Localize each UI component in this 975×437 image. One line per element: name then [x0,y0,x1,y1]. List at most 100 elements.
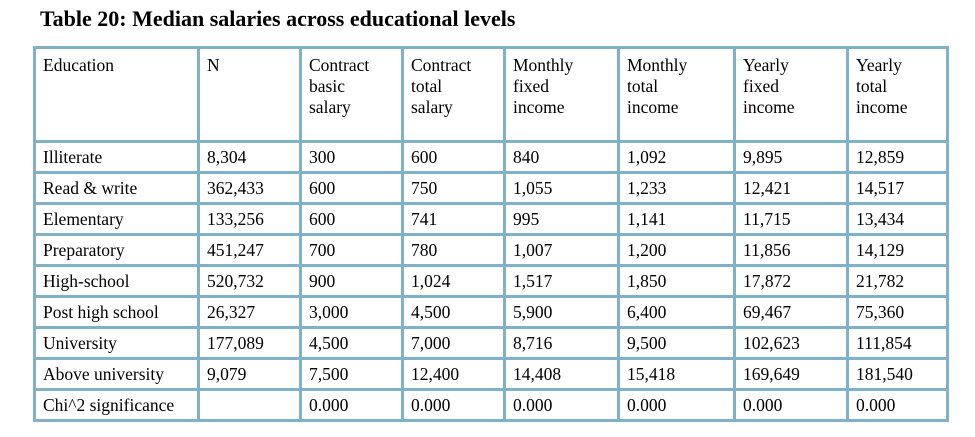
column-header: Yearly fixed income [733,46,849,143]
table-cell: 7,500 [299,357,404,391]
table-cell: 0.000 [846,388,949,422]
cell-text: 111,854 [856,333,912,353]
cell-text: 600 [309,178,336,198]
table-cell: 21,782 [846,264,949,298]
cell-text: 169,649 [743,364,800,384]
table-cell: 169,649 [733,357,849,391]
column-header: Contract basic salary [299,46,404,143]
row-label-cell: Chi^2 significance [33,388,200,422]
table-cell: 840 [503,140,620,174]
table-row: High-school 520,732 900 1,024 1,517 1,850 17,8… [33,264,949,298]
table-cell: 11,715 [733,202,849,236]
cell-text: 8,304 [207,147,247,167]
table-cell: 8,304 [197,140,302,174]
cell-text: 840 [513,147,540,167]
column-header-line: total [856,76,888,96]
cell-text: 780 [411,240,438,260]
cell-text: 21,782 [856,271,905,291]
cell-text: 14,517 [856,178,905,198]
table-cell: 0.000 [503,388,620,422]
column-header-line: salary [309,97,351,117]
cell-text: 13,434 [856,209,905,229]
column-header-line: Contract [309,55,370,75]
cell-text: 1,233 [627,178,667,198]
table-cell: 1,850 [617,264,736,298]
table-cell: 177,089 [197,326,302,360]
table-cell: 451,247 [197,233,302,267]
row-label-cell: Read & write [33,171,200,205]
table-cell: 7,000 [401,326,506,360]
table-cell: 780 [401,233,506,267]
cell-text: High-school [43,271,130,291]
table-cell: 0.000 [617,388,736,422]
cell-text: 8,716 [513,333,553,353]
table-cell: 0.000 [401,388,506,422]
table-cell: 1,024 [401,264,506,298]
column-header: Yearly total income [846,46,949,143]
table-cell: 12,400 [401,357,506,391]
table-cell: 750 [401,171,506,205]
cell-text: 520,732 [207,271,264,291]
cell-text: 0.000 [309,395,349,415]
cell-text: 12,859 [856,147,905,167]
table-cell: 520,732 [197,264,302,298]
table-cell: 1,141 [617,202,736,236]
table-cell: 700 [299,233,404,267]
table-cell: 12,859 [846,140,949,174]
cell-text: 750 [411,178,438,198]
table-cell: 102,623 [733,326,849,360]
table-cell: 4,500 [299,326,404,360]
cell-text: 7,000 [411,333,451,353]
cell-text: 69,467 [743,302,792,322]
cell-text: 1,200 [627,240,667,260]
table-cell [197,388,302,422]
table-cell: 75,360 [846,295,949,329]
cell-text: 75,360 [856,302,905,322]
column-header-line: income [627,97,679,117]
column-header-line: income [513,97,565,117]
table-row: Above university 9,079 7,500 12,400 14,408 15… [33,357,949,391]
cell-text: Preparatory [43,240,125,260]
table-row: Elementary 133,256 600 741 995 1,141 11,715 13,… [33,202,949,236]
cell-text: 0.000 [513,395,553,415]
table-cell: 181,540 [846,357,949,391]
table-row: Chi^2 significance 0.000 0.000 0.000 0.000 0.… [33,388,949,422]
table-cell: 600 [299,202,404,236]
cell-text: 7,500 [309,364,349,384]
cell-text: University [43,333,117,353]
cell-text: 14,129 [856,240,905,260]
row-label-cell: University [33,326,200,360]
row-label-cell: Post high school [33,295,200,329]
table-cell: 3,000 [299,295,404,329]
cell-text: 17,872 [743,271,792,291]
cell-text [200,391,299,395]
cell-text: 11,715 [743,209,791,229]
salary-table: Education N Contract basic salary Contract tot… [33,46,949,422]
cell-text: 900 [309,271,336,291]
cell-text: 451,247 [207,240,264,260]
table-cell: 9,895 [733,140,849,174]
cell-text: 15,418 [627,364,676,384]
cell-text: 1,092 [627,147,667,167]
row-label-cell: High-school [33,264,200,298]
table-cell: 15,418 [617,357,736,391]
column-header-line: N [207,55,220,75]
table-cell: 1,517 [503,264,620,298]
table-cell: 6,400 [617,295,736,329]
cell-text: 9,079 [207,364,247,384]
column-header-line: salary [411,97,453,117]
table-cell: 26,327 [197,295,302,329]
cell-text: 12,421 [743,178,792,198]
table-cell: 1,092 [617,140,736,174]
column-header-line: fixed [513,76,549,96]
column-header-line: Yearly [856,55,902,75]
table-cell: 1,055 [503,171,620,205]
cell-text: 133,256 [207,209,264,229]
table-cell: 9,079 [197,357,302,391]
cell-text: 181,540 [856,364,913,384]
cell-text: 12,400 [411,364,460,384]
cell-text: Illiterate [43,147,103,167]
table-cell: 741 [401,202,506,236]
row-label-cell: Illiterate [33,140,200,174]
table-cell: 12,421 [733,171,849,205]
